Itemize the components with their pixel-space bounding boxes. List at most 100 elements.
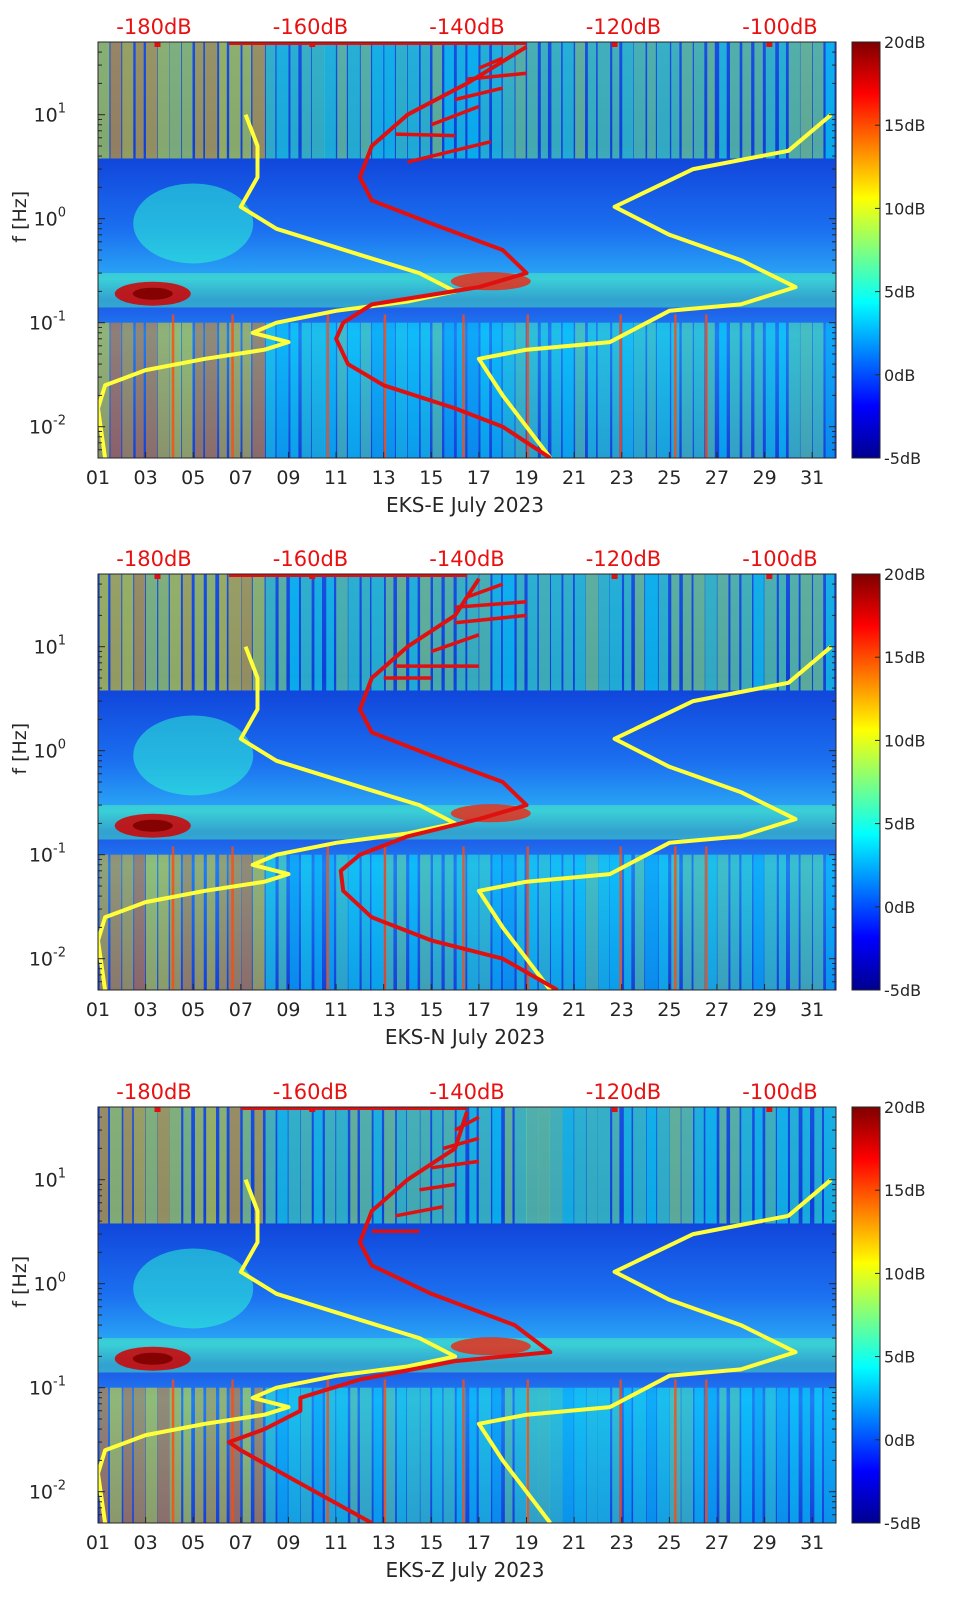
y-tick-label: 10-1 [29,842,66,867]
y-axis-label: f [Hz] [9,1256,31,1308]
x-tick-label: 11 [324,467,348,489]
axes: 01 03 05 07 09 11 13 15 17 19 21 23 25 27 29 31 10-2 10-1… [29,547,837,1021]
psd-curve [338,577,559,990]
noise-model-curve-left [98,113,458,458]
x-tick-label: 19 [514,999,538,1021]
x-axis-label: EKS-Z July 2023 [386,1558,545,1582]
x-tick-label: 21 [562,467,586,489]
axes: 01 03 05 07 09 11 13 15 17 19 21 23 25 27 29 31 10-2 10-1… [29,15,837,489]
y-tick-label: 101 [34,1167,66,1192]
microseism-band [98,1248,836,1373]
psd-top-marker [611,1107,618,1112]
noise-model-curve-right [476,645,833,990]
x-tick-label: 01 [86,999,110,1021]
psd-curve-branch [454,86,504,102]
y-tick-label: 10-1 [29,1375,66,1400]
noise-model-curve-right [476,113,833,458]
x-tick-label: 27 [705,1532,729,1554]
noise-model-curve-left [98,1178,458,1523]
x-tick-label: 13 [372,1532,396,1554]
top-db-scale-label: -140dB [429,1080,504,1104]
top-db-scale-label: -140dB [429,547,504,571]
psd-top-marker [766,42,773,47]
x-tick-label: 27 [705,467,729,489]
colorbar-tick-label: 0dB [884,366,915,385]
top-db-scale-label: -100dB [742,1080,817,1104]
psd-top-marker [154,42,161,47]
x-tick-label: 23 [610,1532,634,1554]
spectrogram-streaks [99,1107,837,1523]
y-tick-label: 10-2 [29,946,66,971]
x-tick-label: 17 [467,999,491,1021]
transient-lines [171,1379,708,1523]
x-tick-label: 15 [419,1532,443,1554]
colorbar-tick-label: 0dB [884,1431,915,1450]
colorbar-tick-label: -5dB [884,1514,921,1533]
psd-top-marker [766,574,773,579]
psd-curve-branch [454,1115,480,1132]
colorbar-tick-label: 5dB [884,1348,915,1367]
x-tick-label: 25 [657,467,681,489]
top-db-scale-label: -120dB [586,15,661,39]
spectrogram-plot-area [98,1107,837,1523]
noise-model-curve-left [98,645,458,990]
psd-curve-branch [454,600,527,609]
x-tick-label: 03 [134,1532,158,1554]
x-tick-label: 29 [752,999,776,1021]
x-tick-label: 29 [752,1532,776,1554]
x-tick-label: 07 [229,1532,253,1554]
transient-lines [171,846,708,990]
colorbar-tick-label: 0dB [884,898,915,917]
panel-eks-n: 01 03 05 07 09 11 13 15 17 19 21 23 25 27 29 31 10-2 10-1… [9,547,926,1049]
x-tick-label: 09 [276,999,300,1021]
x-tick-label: 23 [610,999,634,1021]
y-tick-label: 10-1 [29,310,66,335]
top-db-scale-label: -120dB [586,1080,661,1104]
x-axis-label: EKS-E July 2023 [386,493,544,517]
x-tick-label: 13 [372,467,396,489]
psd-curve-branch [478,56,504,70]
psd-top-marker [611,42,618,47]
top-db-scale-label: -120dB [586,547,661,571]
y-tick-label: 10-2 [29,1479,66,1504]
psd-curve-branch [442,1136,480,1151]
x-tick-label: 13 [372,999,396,1021]
psd-curve-branch [407,140,492,164]
colorbar: 20dB 15dB 10dB 5dB 0dB -5dB [851,33,926,468]
panel-eks-z: 01 03 05 07 09 11 13 15 17 19 21 23 25 27 29 31 10-2 10-1… [9,1080,926,1582]
x-tick-label: 03 [134,467,158,489]
x-tick-label: 25 [657,999,681,1021]
top-db-scale-label: -160dB [273,547,348,571]
colorbar: 20dB 15dB 10dB 5dB 0dB -5dB [851,565,926,1000]
top-db-scale-label: -160dB [273,15,348,39]
x-tick-label: 11 [324,999,348,1021]
y-tick-label: 101 [34,102,66,127]
colorbar-tick-label: 5dB [884,815,915,834]
colorbar-tick-label: 15dB [884,1181,926,1200]
psd-curve-branch [431,1159,480,1170]
psd-top-marker [309,1107,316,1112]
x-tick-label: 31 [800,1532,824,1554]
x-tick-label: 15 [419,467,443,489]
x-tick-label: 31 [800,999,824,1021]
psd-top-marker [309,42,316,47]
axes: 01 03 05 07 09 11 13 15 17 19 21 23 25 27 29 31 10-2 10-1… [29,1080,837,1554]
colorbar-scale [851,573,881,991]
x-tick-label: 01 [86,1532,110,1554]
colorbar-tick-label: 5dB [884,283,915,302]
x-tick-label: 17 [467,467,491,489]
colorbar-scale [851,41,881,459]
y-tick-label: 10-2 [29,414,66,439]
colorbar-tick-label: 15dB [884,116,926,135]
x-tick-label: 19 [514,467,538,489]
psd-curve-branch [466,71,527,81]
curve-overlays [98,574,833,990]
noise-model-curve-right [476,1178,833,1523]
psd-top-marker [309,574,316,579]
psd-top-marker [766,1107,773,1112]
y-tick-label: 100 [34,206,66,231]
colorbar-scale [851,1106,881,1524]
curve-overlays [98,42,833,458]
y-tick-label: 101 [34,634,66,659]
